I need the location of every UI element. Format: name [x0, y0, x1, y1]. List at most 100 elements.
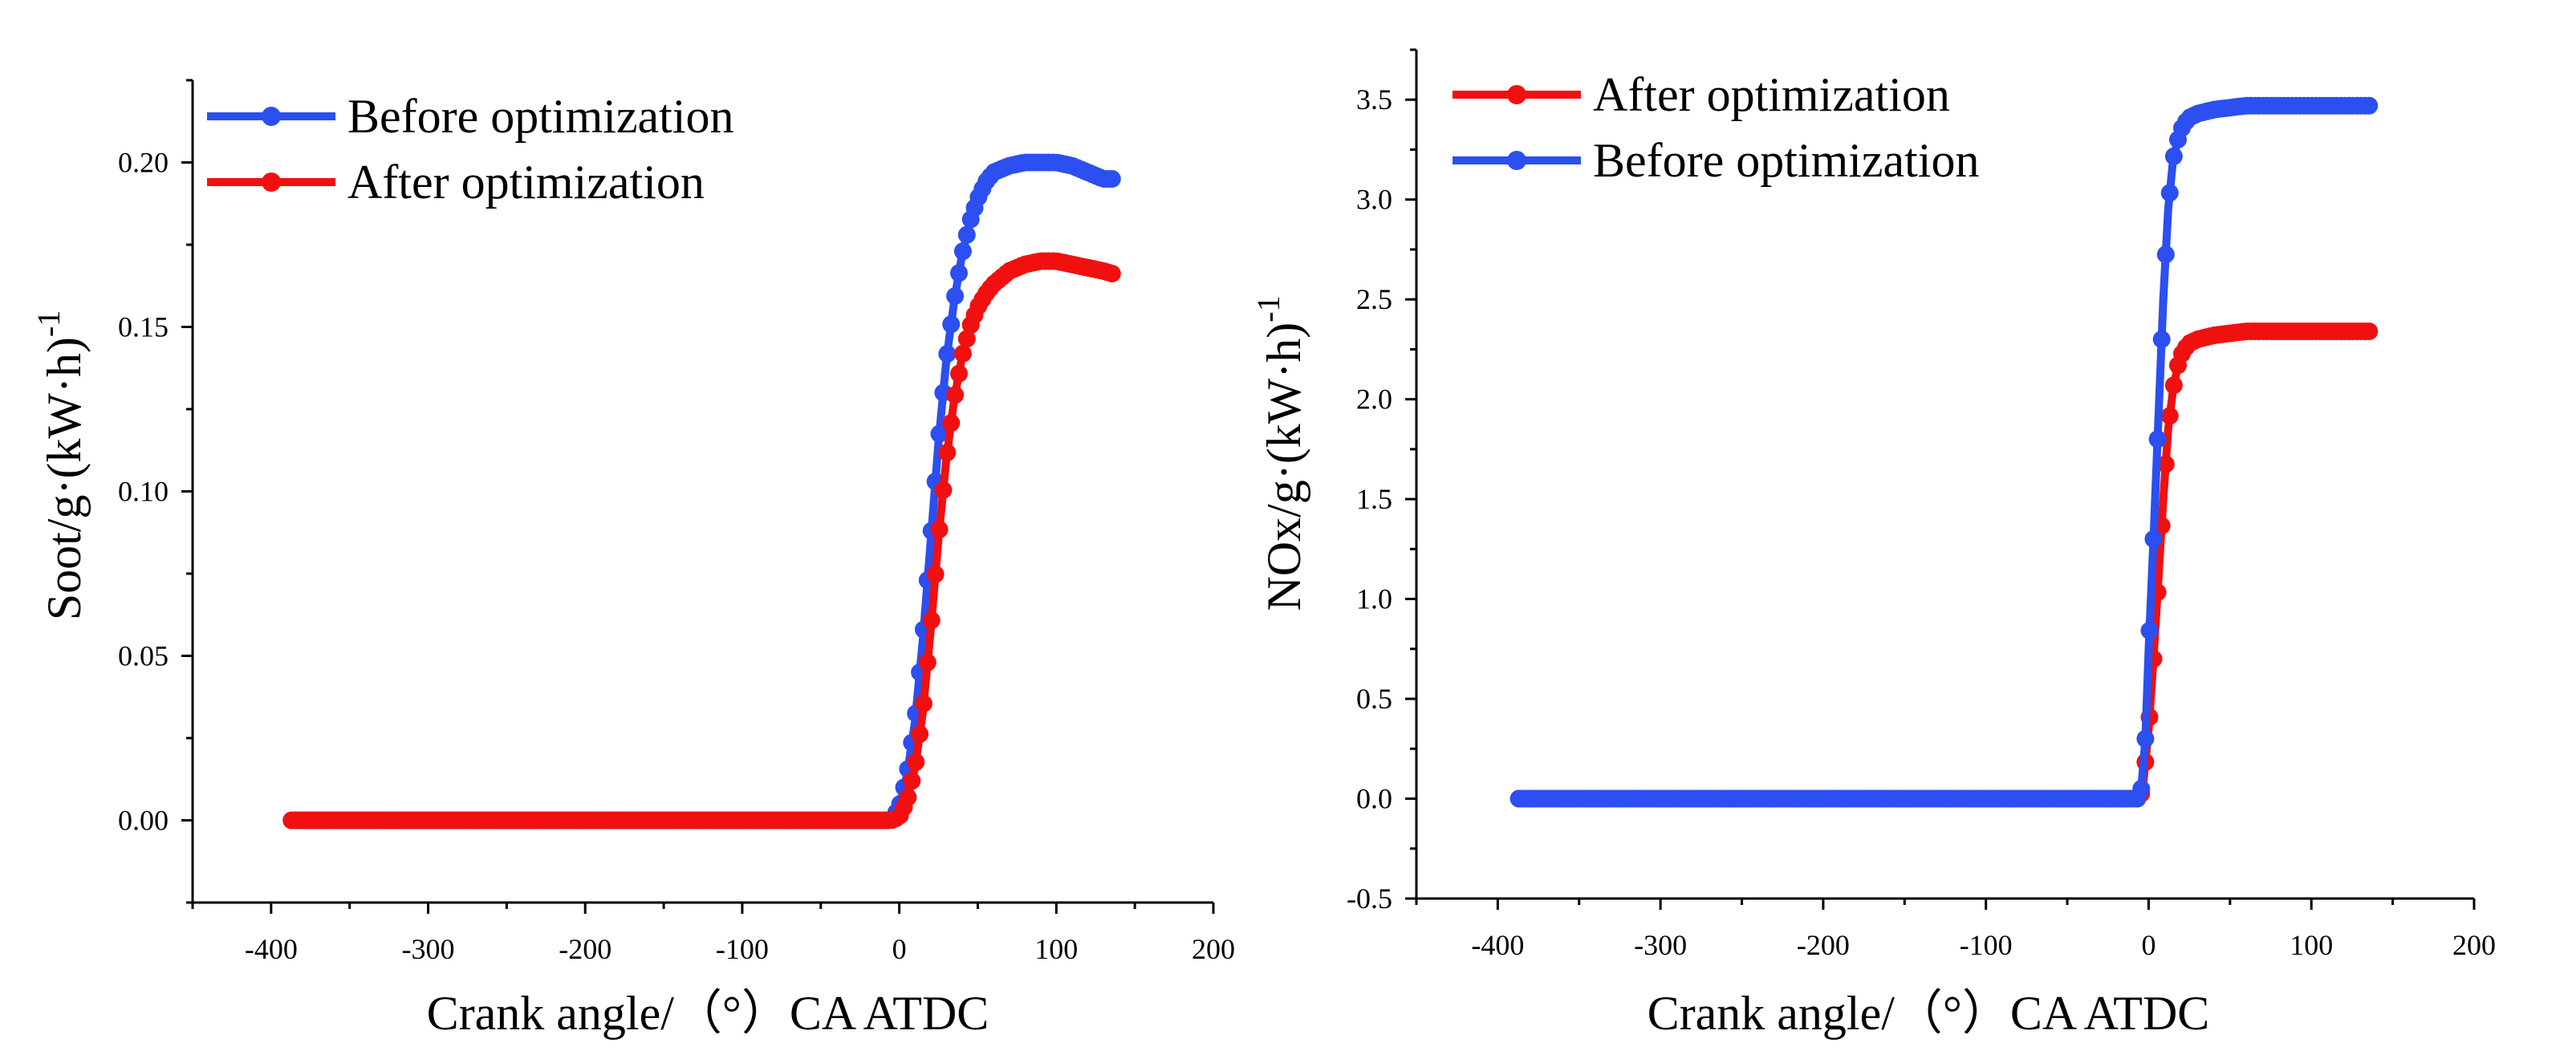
nox-legend-item: After optimization: [1453, 68, 1950, 121]
soot-data-point: [950, 264, 968, 282]
nox-data-point: [2160, 407, 2179, 425]
soot-data-point: [1103, 170, 1121, 188]
nox-data-point: [2136, 729, 2155, 748]
nox-x-tick-label: -100: [1960, 929, 2013, 961]
nox-data-point: [2360, 96, 2379, 115]
soot-data-point: [926, 565, 945, 583]
soot-axes: -400 -300 -200 -100 0 100 200 0.00 0.05 0.10 0.15 0…: [118, 79, 1235, 965]
soot-y-tick-label: 0.00: [118, 805, 169, 837]
soot-x-tick-label: 200: [1192, 933, 1235, 965]
nox-y-tick-label: 0.5: [1356, 683, 1392, 715]
soot-data-point: [938, 444, 957, 462]
soot-data-point: [922, 611, 941, 630]
soot-data-point: [930, 521, 949, 539]
soot-series-line: [291, 257, 1116, 825]
nox-data-point: [2156, 455, 2175, 473]
nox-legend: After optimization Before optimization: [1453, 68, 1980, 187]
soot-data-point: [953, 242, 972, 261]
nox-data-point: [2360, 323, 2379, 340]
soot-y-tick-label: 0.05: [118, 640, 169, 672]
nox-chart: -400 -300 -200 -100 0 100 200 -0.5 0.0 0.5 1.0 1.5 2…: [1250, 48, 2496, 1040]
nox-data-point: [2144, 529, 2163, 548]
nox-y-tick-label: 1.5: [1356, 483, 1392, 515]
soot-data-point: [918, 653, 937, 671]
soot-data-point: [934, 481, 953, 499]
soot-legend-item: Before optimization: [207, 90, 734, 143]
nox-data-point: [2132, 780, 2151, 798]
soot-series-before-optimization: [282, 153, 1121, 830]
soot-legend-label: After optimization: [347, 156, 705, 209]
nox-y-tick-label: 2.0: [1356, 383, 1392, 416]
nox-y-axis-label: NOx/g·(kW·h)-1: [1250, 295, 1310, 611]
nox-x-tick-label: -300: [1634, 929, 1687, 961]
soot-x-tick-label: -400: [245, 933, 298, 965]
nox-series-before-optimization: [1509, 96, 2379, 808]
nox-legend-swatch-marker: [1507, 85, 1526, 104]
nox-series-after-optimization: [1509, 323, 2379, 808]
nox-data-point: [2148, 430, 2167, 448]
soot-x-tick-label: -300: [402, 933, 455, 965]
soot-data-point: [953, 344, 972, 363]
nox-y-tick-label: 3.5: [1356, 83, 1392, 116]
soot-data-point: [1103, 265, 1121, 282]
soot-legend-label: Before optimization: [347, 90, 734, 143]
soot-legend-swatch-marker: [262, 107, 281, 126]
soot-data-point: [957, 330, 976, 348]
soot-data-point: [957, 225, 976, 244]
nox-data-point: [2160, 184, 2179, 202]
nox-data-point: [2156, 245, 2175, 264]
nox-series-layer: [1509, 96, 2379, 808]
soot-data-point: [950, 364, 968, 383]
nox-legend-label: After optimization: [1593, 68, 1950, 121]
soot-legend-swatch-marker: [262, 172, 281, 192]
nox-x-tick-label: 0: [2141, 929, 2155, 961]
soot-data-point: [930, 424, 949, 443]
soot-data-point: [911, 725, 929, 744]
soot-y-axis-label: Soot/g·(kW·h)-1: [30, 310, 91, 621]
nox-x-tick-label: 100: [2290, 929, 2333, 961]
nox-data-point: [2152, 331, 2171, 348]
soot-data-point: [942, 414, 961, 432]
soot-data-point: [899, 788, 917, 806]
nox-axes: -400 -300 -200 -100 0 100 200 -0.5 0.0 0.5 1.0 1.5 2…: [1347, 48, 2496, 961]
nox-legend-swatch-marker: [1507, 151, 1526, 170]
soot-legend-item: After optimization: [207, 156, 705, 209]
soot-chart: -400 -300 -200 -100 0 100 200 0.00 0.05 0.10 0.15 0…: [30, 79, 1235, 1040]
soot-series-line: [291, 158, 1115, 825]
soot-y-tick-label: 0.20: [118, 147, 169, 179]
nox-legend-item: Before optimization: [1453, 134, 1980, 187]
soot-data-point: [903, 772, 921, 790]
soot-data-point: [946, 287, 965, 305]
soot-x-tick-label: 0: [892, 933, 907, 965]
soot-data-point: [946, 386, 965, 404]
soot-y-tick-label: 0.15: [118, 311, 169, 343]
nox-y-tick-label: -0.5: [1347, 882, 1392, 915]
soot-data-point: [914, 695, 932, 712]
nox-x-tick-label: -200: [1797, 929, 1850, 961]
soot-legend: Before optimization After optimization: [207, 90, 734, 209]
nox-data-point: [2164, 147, 2183, 165]
nox-series-line: [1518, 101, 2372, 803]
nox-x-tick-label: 200: [2452, 929, 2496, 961]
soot-data-point: [938, 345, 957, 363]
soot-series-layer: [282, 153, 1121, 830]
soot-x-tick-label: -100: [716, 933, 769, 965]
nox-y-tick-label: 2.5: [1356, 283, 1392, 315]
nox-legend-label: Before optimization: [1593, 134, 1980, 187]
soot-data-point: [907, 753, 925, 771]
soot-x-tick-label: 100: [1034, 933, 1078, 965]
nox-data-point: [2164, 376, 2183, 395]
soot-series-after-optimization: [282, 252, 1121, 830]
soot-x-axis-label: Crank angle/（°）CA ATDC: [427, 987, 989, 1040]
soot-data-point: [942, 315, 961, 334]
soot-y-tick-label: 0.10: [118, 476, 169, 508]
nox-x-tick-label: -400: [1471, 929, 1524, 961]
soot-x-tick-label: -200: [559, 933, 611, 965]
nox-x-axis-label: Crank angle/（°）CA ATDC: [1648, 987, 2210, 1040]
nox-series-line: [1518, 327, 2372, 803]
nox-y-tick-label: 0.0: [1356, 783, 1392, 815]
nox-data-point: [2140, 622, 2159, 639]
nox-y-tick-label: 3.0: [1356, 184, 1392, 216]
nox-y-tick-label: 1.0: [1356, 583, 1392, 615]
